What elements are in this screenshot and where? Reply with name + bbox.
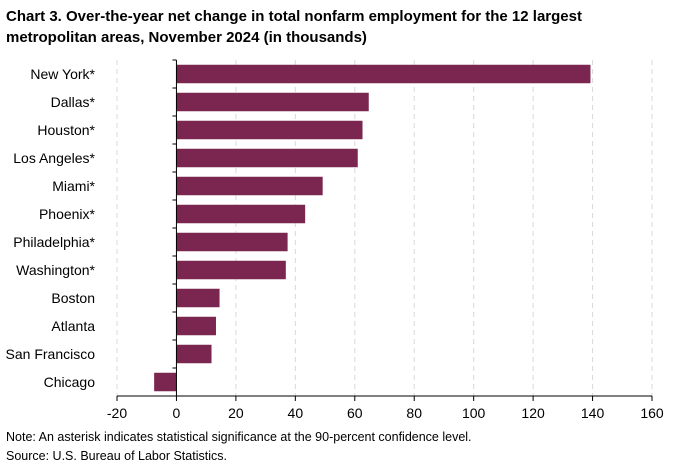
tick-labels: -20 0 20 40 60 80 100 120 140 160 (107, 405, 664, 421)
x-tick-label: 120 (521, 405, 545, 421)
category-label: Chicago (44, 374, 96, 390)
category-label: Phoenix* (39, 206, 96, 222)
category-label: Boston (51, 290, 95, 306)
x-tick-label: 60 (347, 405, 363, 421)
bar (176, 260, 286, 280)
category-label: Dallas* (51, 94, 96, 110)
chart-source: Source: U.S. Bureau of Labor Statistics. (6, 449, 227, 463)
x-tick-label: 0 (173, 405, 181, 421)
category-label: Los Angeles* (13, 150, 95, 166)
bar (176, 288, 220, 308)
bar (176, 176, 323, 196)
axes (116, 59, 653, 401)
chart-title: Chart 3. Over-the-year net change in tot… (6, 6, 666, 48)
x-tick-label: 140 (581, 405, 605, 421)
chart-title-line-1: Chart 3. Over-the-year net change in tot… (6, 8, 582, 25)
x-tick-label: 20 (228, 405, 244, 421)
bar (176, 92, 369, 112)
category-label: Miami* (52, 178, 95, 194)
category-label: Houston* (37, 122, 95, 138)
category-label: Philadelphia* (13, 234, 95, 250)
chart-note: Note: An asterisk indicates statistical … (6, 430, 472, 444)
bar (176, 204, 306, 224)
bar (176, 148, 358, 168)
x-tick-label: 160 (640, 405, 664, 421)
bars (154, 64, 591, 392)
category-labels: New York* Dallas* Houston* Los Angeles* Miam… (6, 66, 96, 390)
category-label: San Francisco (6, 346, 96, 362)
bar (176, 344, 212, 364)
category-label: Atlanta (51, 318, 95, 334)
bar (154, 372, 177, 392)
category-label: Washington* (16, 262, 95, 278)
x-tick-label: 80 (406, 405, 422, 421)
bar (176, 316, 216, 336)
x-tick-label: 40 (288, 405, 304, 421)
bar (176, 120, 363, 140)
bar (176, 64, 591, 84)
category-label: New York* (30, 66, 95, 82)
x-tick-label: -20 (107, 405, 127, 421)
bar (176, 232, 288, 252)
chart-title-line-2: metropolitan areas, November 2024 (in th… (6, 29, 367, 46)
gridlines (116, 60, 653, 396)
x-tick-label: 100 (462, 405, 486, 421)
